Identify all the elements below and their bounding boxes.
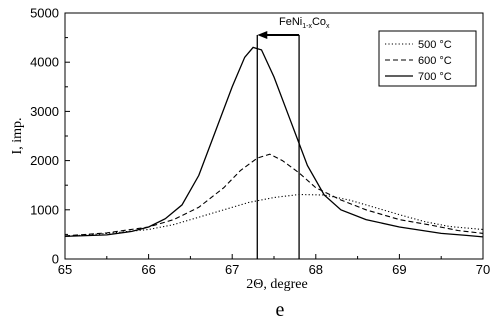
x-tick-label: 67	[225, 262, 239, 277]
y-tick-label: 4000	[30, 55, 59, 70]
axes	[64, 12, 484, 260]
series-line-2	[64, 153, 484, 237]
legend-box	[378, 30, 477, 87]
phase-label-base: FeNi	[279, 16, 302, 28]
legend-label-3: 700 °C	[418, 71, 452, 83]
x-tick-label: 69	[392, 262, 406, 277]
phase-label-sub1: 1-x	[302, 23, 312, 30]
legend-label-2: 600 °C	[418, 55, 452, 67]
x-axis-title: 2Θ, degree	[246, 277, 307, 292]
phase-label-mid: Co	[312, 16, 326, 28]
y-tick-label: 2000	[30, 153, 59, 168]
x-tick-label: 65	[58, 262, 72, 277]
panel-label: e	[276, 299, 285, 321]
phase-annotation: FeNi1-xCox	[256, 16, 330, 259]
phase-label-sub2: x	[326, 23, 330, 30]
legend-label-1: 500 °C	[418, 39, 452, 51]
x-tick-label: 68	[309, 262, 323, 277]
shift-arrow-head	[257, 31, 268, 39]
y-tick-label: 3000	[30, 104, 59, 119]
tick-labels: 65 66 67 68 69 70 0 1000 2000 3000 4000 5000	[30, 6, 490, 278]
x-tick-label: 70	[476, 262, 490, 277]
series-line-1	[64, 193, 484, 237]
y-tick-label: 0	[52, 252, 59, 267]
legend: 500 °C 600 °C 700 °C	[378, 30, 477, 87]
x-tick-label: 66	[141, 262, 155, 277]
y-tick-label: 5000	[30, 6, 59, 21]
y-tick-label: 1000	[30, 202, 59, 217]
phase-label: FeNi1-xCox	[279, 16, 330, 30]
y-axis-title: I, imp.	[10, 118, 25, 155]
